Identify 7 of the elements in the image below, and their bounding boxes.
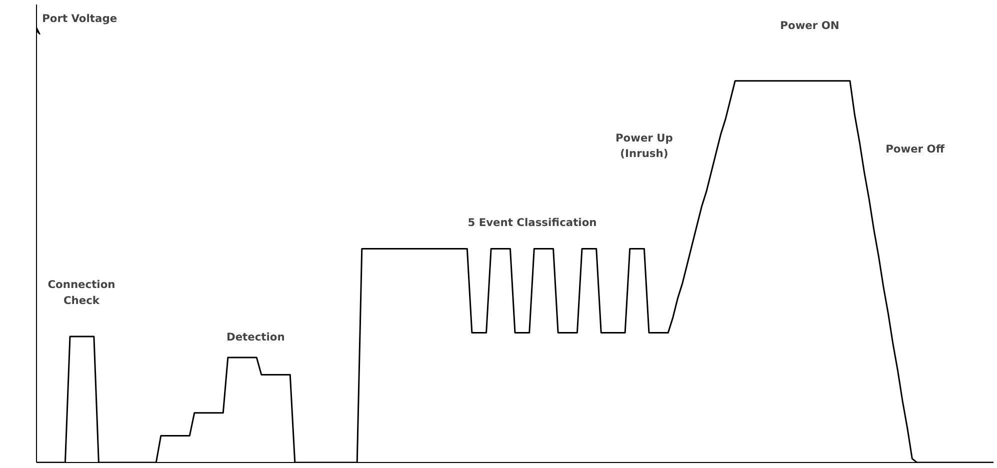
text: Port Voltage (42, 12, 118, 26)
text: Power ON (780, 18, 840, 32)
annotation: Detection (226, 330, 285, 344)
annotation: Power Off (886, 142, 945, 156)
annotation: Connection Check (48, 278, 116, 307)
annotation: 5 Event Classification (468, 216, 597, 229)
annotation: Power Up (Inrush) (615, 132, 674, 160)
